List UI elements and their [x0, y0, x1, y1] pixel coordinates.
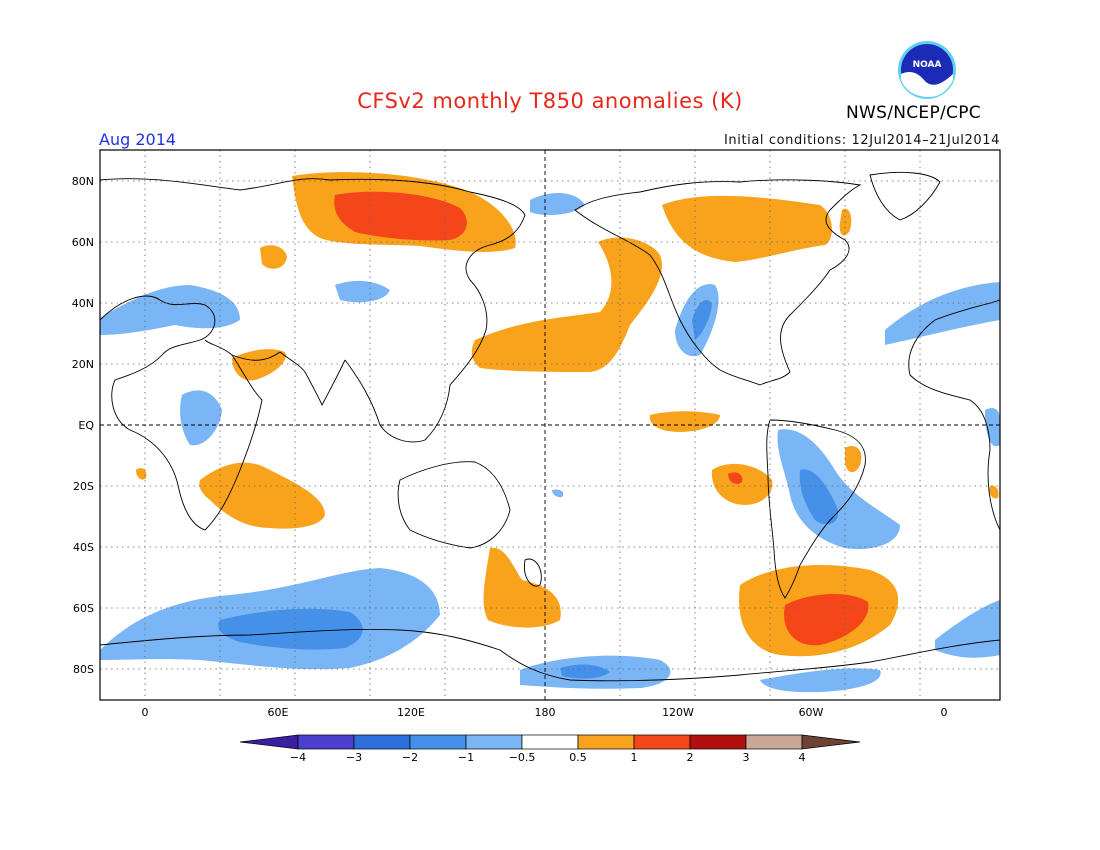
coast-australia [397, 461, 511, 549]
lon-label: 0 [941, 706, 948, 719]
cool-anomaly-atlantic-east [885, 282, 1000, 345]
colorbar-label: 3 [743, 751, 750, 764]
forecast-month: Aug 2014 [99, 130, 177, 149]
lon-label: 180 [535, 706, 556, 719]
warm-anomaly-namibia-coast [989, 485, 999, 499]
lon-label: 120E [397, 706, 425, 719]
warm-anomaly-south-indian [199, 462, 325, 529]
warm-anomaly-labrador [839, 208, 852, 236]
colorbar-swatch [633, 734, 691, 750]
warm-anomaly-north-pacific [471, 237, 662, 372]
coast-asia [344, 191, 526, 443]
colorbar-swatch [521, 734, 579, 750]
colorbar-max-arrow [801, 734, 861, 750]
coast-greenland [869, 171, 941, 221]
cool-anomaly-europe [100, 285, 240, 335]
initial-conditions: Initial conditions: 12Jul2014–21Jul2014 [723, 133, 1000, 148]
warm-anomaly-siberia-core [334, 191, 467, 241]
colorbar-label: −1 [458, 751, 474, 764]
cool-anomaly-central-asia [335, 280, 390, 303]
coast-new-zealand [524, 558, 542, 587]
agency-label: NWS/NCEP/CPC [846, 103, 981, 123]
colorbar-min-arrow [239, 734, 299, 750]
lat-label: 40S [73, 541, 94, 554]
cool-anomaly-south-america [777, 429, 900, 550]
colorbar-label: −3 [346, 751, 362, 764]
warm-anomaly-brazil [845, 445, 862, 473]
colorbar-swatch [409, 734, 467, 750]
coast-antarctica [100, 629, 1000, 682]
coast-north-america [574, 179, 862, 386]
lat-label: 20N [72, 358, 94, 371]
coast-south-america [766, 419, 866, 599]
coast-europe-africa [100, 295, 263, 531]
colorbar-swatch [297, 734, 355, 750]
longitude-labels: 0 60E 120E 180 120W 60W 0 [142, 706, 948, 719]
colorbar-swatch [689, 734, 747, 750]
noaa-logo-text: NOAA [913, 60, 942, 70]
warm-anomaly-central-asia [260, 245, 287, 269]
equator-dateline-lines [100, 150, 1000, 700]
map-frame [99, 149, 1001, 701]
warm-anomaly-north-america [662, 195, 832, 262]
cool-anomaly-antarctic-peninsula [760, 668, 881, 693]
colorbar-label: −4 [290, 751, 306, 764]
warm-anomaly-se-pacific [711, 463, 773, 505]
lat-label: 80N [72, 175, 94, 188]
lat-label: EQ [78, 419, 94, 432]
colorbar-label: 1 [631, 751, 638, 764]
lon-label: 60E [268, 706, 289, 719]
cool-anomaly-arctic-pacific [530, 193, 585, 216]
lat-label: 80S [73, 663, 94, 676]
colorbar-label: −0.5 [509, 751, 536, 764]
warm-anomaly-south-atlantic-core [784, 594, 869, 646]
cool-anomaly-southern-ocean-core [218, 608, 363, 650]
lon-label: 60W [799, 706, 824, 719]
colorbar-label: 0.5 [569, 751, 587, 764]
noaa-logo: NOAA [898, 41, 956, 99]
colorbar-swatch [745, 734, 803, 750]
warm-anomaly-atlantic-spot [136, 467, 147, 480]
coast-arabia-india [231, 351, 346, 407]
lon-label: 120W [662, 706, 694, 719]
lon-label: 0 [142, 706, 149, 719]
lat-label: 60S [73, 602, 94, 615]
cool-anomaly-weddell [935, 600, 1000, 658]
lat-label: 60N [72, 236, 94, 249]
lat-label: 40N [72, 297, 94, 310]
cool-anomaly-ross-sea-core [560, 664, 610, 679]
colorbar-label: −2 [402, 751, 418, 764]
lat-label: 20S [73, 480, 94, 493]
warm-anomaly-se-pacific-core [728, 472, 743, 485]
colorbar: −4 −3 −2 −1 −0.5 0.5 1 2 3 4 [239, 734, 861, 764]
latitude-labels: 80N 60N 40N 20N EQ 20S 40S 60S 80S [72, 175, 95, 676]
cool-anomaly-africa [180, 390, 222, 446]
colorbar-label: 4 [799, 751, 806, 764]
warm-anomaly-eq-pacific [649, 411, 720, 432]
cool-anomaly-west-africa-coast [985, 408, 1000, 447]
colorbar-swatch [465, 734, 523, 750]
coast-west-africa-right [908, 299, 1000, 531]
cool-anomaly-south-america-core [799, 469, 839, 525]
cool-anomaly-small-pacific [552, 489, 564, 498]
colorbar-swatch [353, 734, 411, 750]
coast-asia-north [100, 178, 471, 193]
cool-anomaly-mexico-core [692, 300, 712, 340]
colorbar-label: 2 [687, 751, 694, 764]
chart-title: CFSv2 monthly T850 anomalies (K) [357, 89, 743, 113]
coastlines [100, 171, 1000, 682]
colorbar-swatch [577, 734, 635, 750]
